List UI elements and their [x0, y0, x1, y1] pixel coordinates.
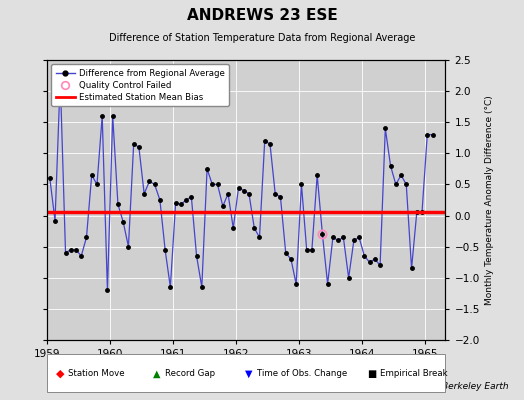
- Text: Time of Obs. Change: Time of Obs. Change: [257, 370, 347, 378]
- Text: Empirical Break: Empirical Break: [380, 370, 447, 378]
- Text: ANDREWS 23 ESE: ANDREWS 23 ESE: [187, 8, 337, 23]
- Text: Station Move: Station Move: [68, 370, 125, 378]
- Text: Record Gap: Record Gap: [165, 370, 215, 378]
- Text: ▼: ▼: [245, 369, 253, 379]
- Text: Berkeley Earth: Berkeley Earth: [442, 382, 508, 391]
- Text: ◆: ◆: [56, 369, 64, 379]
- Text: ▲: ▲: [154, 369, 161, 379]
- Text: ■: ■: [367, 369, 377, 379]
- Text: Difference of Station Temperature Data from Regional Average: Difference of Station Temperature Data f…: [109, 33, 415, 43]
- Legend: Difference from Regional Average, Quality Control Failed, Estimated Station Mean: Difference from Regional Average, Qualit…: [51, 64, 229, 106]
- Y-axis label: Monthly Temperature Anomaly Difference (°C): Monthly Temperature Anomaly Difference (…: [485, 95, 494, 305]
